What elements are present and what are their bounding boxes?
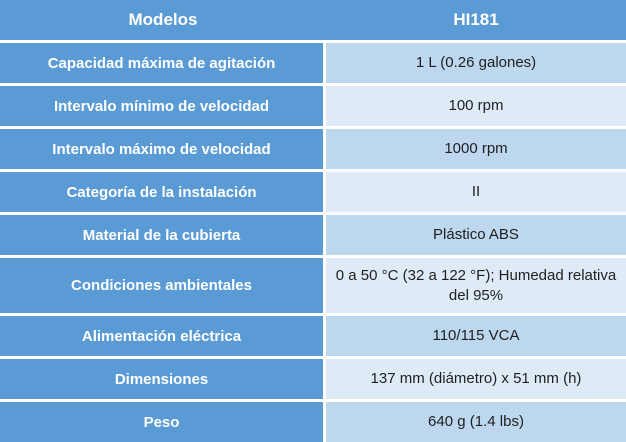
spec-value-cover-material: Plástico ABS: [326, 215, 626, 255]
spec-value-weight: 640 g (1.4 lbs): [326, 402, 626, 442]
header-model-number-cell: HI181: [453, 10, 499, 29]
spec-value-min-speed: 100 rpm: [326, 86, 626, 126]
spec-label-environmental-conditions: Condiciones ambientales: [0, 258, 323, 313]
spec-value-dimensions: 137 mm (diámetro) x 51 mm (h): [326, 359, 626, 399]
spec-label-dimensions: Dimensiones: [0, 359, 323, 399]
spec-value-max-agitation: 1 L (0.26 galones): [326, 43, 626, 83]
table-header-row: Modelos HI181: [0, 0, 626, 40]
spec-value-environmental-conditions: 0 a 50 °C (32 a 122 °F); Humedad relativ…: [326, 258, 626, 313]
spec-label-installation-category: Categoría de la instalación: [0, 172, 323, 212]
spec-label-weight: Peso: [0, 402, 323, 442]
spec-label-max-speed: Intervalo máximo de velocidad: [0, 129, 323, 169]
header-models-cell: Modelos: [128, 10, 198, 29]
spec-value-max-speed: 1000 rpm: [326, 129, 626, 169]
spec-value-installation-category: II: [326, 172, 626, 212]
spec-label-cover-material: Material de la cubierta: [0, 215, 323, 255]
spec-value-power-supply: 110/115 VCA: [326, 316, 626, 356]
spec-label-power-supply: Alimentación eléctrica: [0, 316, 323, 356]
spec-label-min-speed: Intervalo mínimo de velocidad: [0, 86, 323, 126]
spec-label-max-agitation: Capacidad máxima de agitación: [0, 43, 323, 83]
